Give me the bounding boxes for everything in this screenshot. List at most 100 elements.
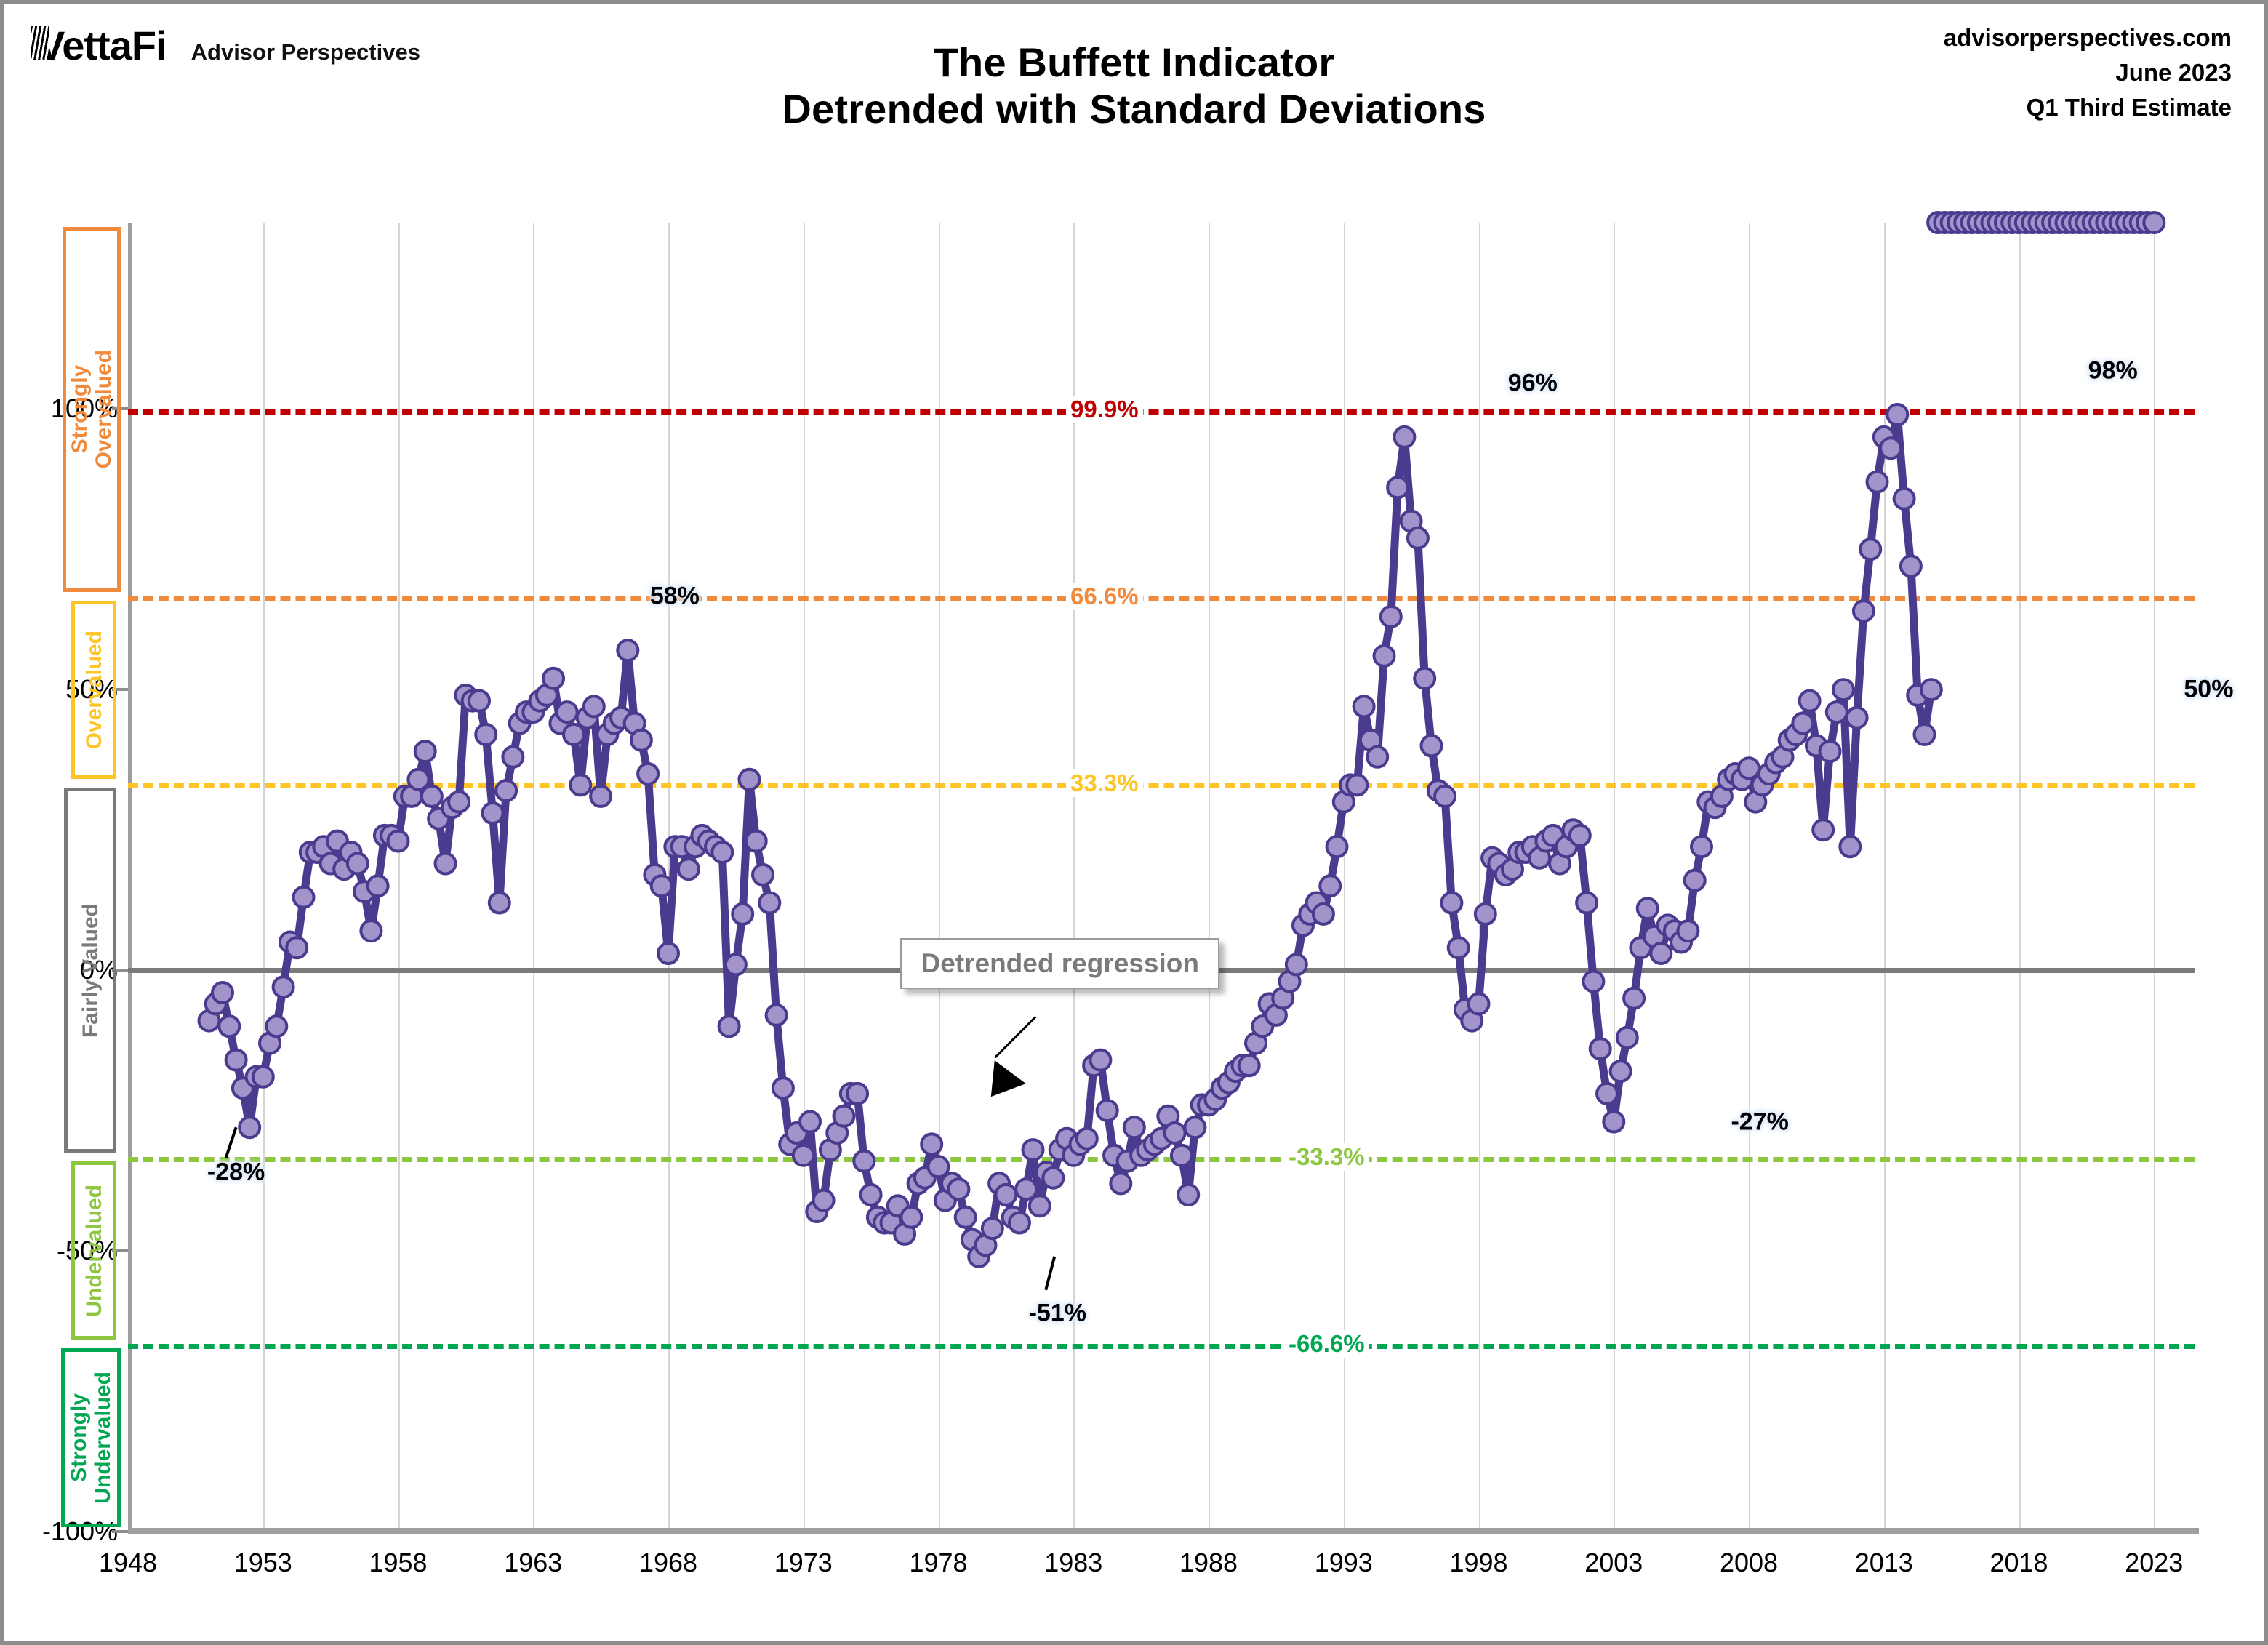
data-point [1851,599,1875,623]
data-point [1899,554,1923,578]
data-point [359,919,383,943]
x-axis-tick-label: 1973 [774,1548,833,1577]
data-point-annotation: -28% [207,1158,265,1186]
leader-line [224,1126,238,1158]
leader-line [1044,1256,1057,1291]
data-point [1892,487,1916,511]
data-point [1568,823,1592,847]
data-point [413,740,437,764]
data-point [812,1188,836,1212]
data-point [542,666,566,690]
data-point [1676,919,1700,943]
data-point [1473,902,1497,926]
data-point [1095,1099,1119,1123]
data-point [345,852,369,876]
data-point [1879,436,1903,460]
valuation-band-strongly-undervalued: Strongly Undervalued [61,1348,121,1527]
data-point [494,779,518,803]
data-point [1406,526,1430,550]
x-axis-tick-label: 1993 [1314,1548,1373,1577]
data-point [468,689,491,713]
x-gridline [533,223,535,1532]
data-point [1818,740,1842,764]
data-point [1177,1182,1201,1206]
data-point [798,1110,822,1134]
data-point [481,801,505,825]
series-detrended-buffett-indicator [197,211,2166,1268]
x-axis-tick-label: 1968 [638,1548,698,1577]
data-point [265,1014,289,1038]
vettafi-logo: VettaFi [31,22,167,69]
y-axis-tick-label: -100% [41,1516,118,1546]
x-gridline [1749,223,1751,1532]
data-point [420,784,444,808]
data-point [366,874,390,898]
reference-line-label: 66.6% [1066,583,1143,611]
data-point [947,1177,971,1201]
data-point [1379,604,1403,628]
x-axis-tick-label: 1958 [369,1548,428,1577]
data-point [1440,891,1464,915]
data-point [1183,1116,1207,1140]
source-estimate: Q1 Third Estimate [2026,93,2232,121]
data-point [1886,403,1910,426]
annotation-leaders [224,1126,1057,1291]
data-point [1386,476,1410,500]
data-point [1109,1172,1133,1196]
data-point [636,762,660,785]
data-point-annotation: 50% [2184,675,2234,703]
data-point [737,767,761,791]
x-gridline [1209,223,1210,1532]
x-gridline [1478,223,1480,1532]
data-point [1912,722,1936,746]
data-point [1919,678,1943,702]
logo-text: VettaFi [38,23,167,68]
reference-line-666 [128,596,2195,602]
data-point [649,874,673,898]
source-date: June 2023 [2115,58,2232,86]
y-axis-tick-mark [112,1530,128,1533]
data-point [1690,835,1713,859]
data-point [676,857,700,881]
x-gridline [2154,223,2156,1532]
x-axis-tick-label: 1988 [1179,1548,1238,1577]
data-point [1582,969,1606,993]
x-axis-tick-label: 1978 [909,1548,968,1577]
data-point [569,773,593,797]
data-point [1413,666,1437,690]
data-point [589,784,613,808]
valuation-band-strongly-overvalued: Strongly Overvalued [63,227,121,593]
data-point [1865,470,1889,494]
data-point [386,829,410,853]
x-axis-tick-label: 1953 [233,1548,292,1577]
reference-line-label: -66.6% [1284,1330,1369,1358]
data-point [1284,953,1308,977]
band-label-text: Fairly Valued [78,902,103,1038]
reference-line-label: 33.3% [1066,769,1143,798]
data-point [1318,874,1342,898]
data-point [764,1003,788,1027]
x-axis-tick-label: 1998 [1449,1548,1508,1577]
data-point [285,936,309,960]
valuation-band-overvalued: Overvalued [71,601,116,780]
data-point [657,942,680,965]
x-gridline [1073,223,1075,1532]
data-point [224,1048,248,1072]
data-point [1635,897,1659,921]
x-gridline [1343,223,1345,1532]
callout-arrow-icon [990,1016,1037,1097]
data-point [616,639,640,663]
x-gridline [668,223,670,1532]
data-point [406,767,430,791]
data-point [1602,1110,1626,1134]
data-point [1588,1037,1612,1061]
y-axis-line [128,223,132,1532]
data-point [474,722,498,746]
data-point [1575,891,1599,915]
data-point [758,891,782,915]
data-point-annotation: -51% [1028,1299,1086,1327]
data-point [1352,695,1376,719]
y-axis-tick-label: -50% [56,1236,118,1266]
data-point [1041,1166,1065,1190]
